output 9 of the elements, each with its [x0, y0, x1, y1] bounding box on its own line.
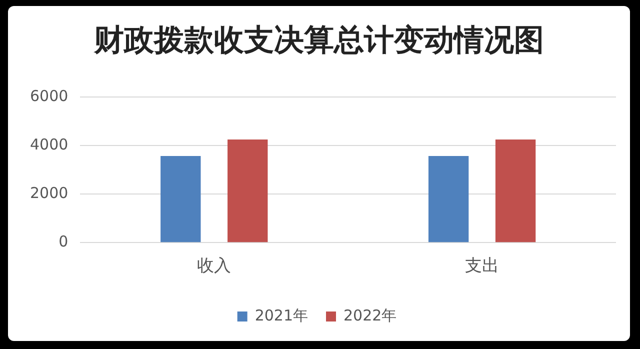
- legend-label: 2021年: [254, 306, 308, 324]
- legend-label: 2022年: [344, 306, 397, 324]
- x-tick-label: 收入: [197, 256, 232, 276]
- y-tick-label: 4000: [30, 135, 68, 154]
- chart-title: 财政拨款收支决算总计变动情况图: [92, 22, 545, 60]
- x-tick-label: 支出: [465, 256, 500, 276]
- y-tick-label: 6000: [30, 86, 68, 105]
- y-tick-label: 2000: [30, 184, 68, 202]
- y-tick-label: 0: [58, 232, 68, 250]
